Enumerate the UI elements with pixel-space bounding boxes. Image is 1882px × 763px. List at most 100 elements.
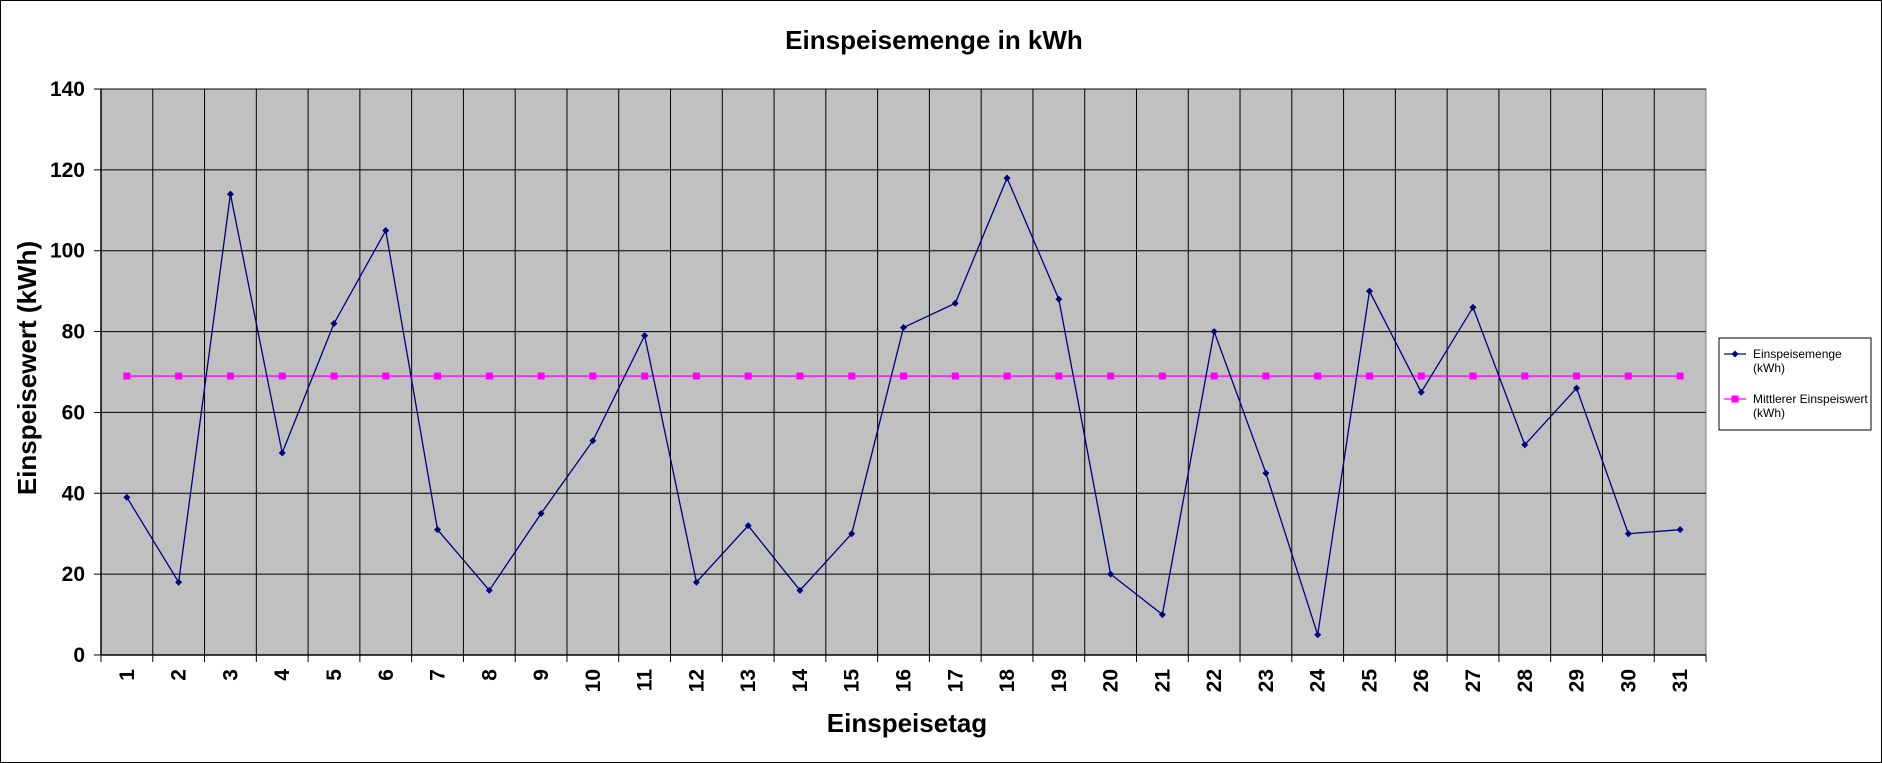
legend-item-feed-in: Einspeisemenge(kWh) (1724, 347, 1842, 375)
data-point-mean (485, 372, 493, 380)
x-tick-label: 25 (1358, 669, 1381, 693)
data-point-feed-in (1003, 174, 1011, 182)
data-point-mean (744, 372, 752, 380)
data-point-mean (226, 372, 234, 380)
data-point-feed-in (1314, 631, 1322, 639)
data-point-feed-in (848, 530, 856, 538)
x-tick-label: 10 (582, 669, 605, 692)
data-point-mean (641, 372, 649, 380)
x-tick-label: 31 (1669, 669, 1692, 693)
data-point-feed-in (796, 586, 804, 594)
series-feed-in (123, 174, 1684, 639)
x-tick-label: 28 (1514, 669, 1537, 693)
legend-marker-mean (1731, 395, 1739, 403)
x-tick-label: 8 (478, 669, 501, 681)
data-point-mean (537, 372, 545, 380)
x-tick-label: 23 (1255, 669, 1278, 692)
data-point-feed-in (692, 578, 700, 586)
data-point-feed-in (900, 324, 907, 332)
data-point-mean (1417, 372, 1425, 380)
legend-item-mean: Mittlerer Einspeiswert(kWh) (1724, 392, 1868, 420)
data-point-feed-in (123, 493, 131, 501)
legend-box (1718, 337, 1872, 431)
data-point-mean (692, 372, 700, 380)
y-tick-label: 140 (50, 78, 85, 101)
data-point-mean (1676, 372, 1684, 380)
data-point-feed-in (175, 578, 183, 586)
data-point-mean (175, 372, 183, 380)
x-tick-label: 19 (1048, 669, 1071, 692)
x-tick-label: 4 (271, 669, 294, 681)
data-point-mean (1573, 372, 1581, 380)
y-axis-title: Einspeisewert (kWh) (12, 241, 42, 495)
legend-label-mean: (kWh) (1753, 406, 1785, 420)
data-point-feed-in (1210, 328, 1218, 336)
legend-label-feed-in: (kWh) (1753, 361, 1785, 375)
data-point-feed-in (1676, 526, 1684, 534)
x-tick-label: 16 (893, 669, 916, 692)
x-tick-label: 12 (685, 669, 708, 692)
plot-area (100, 88, 1707, 656)
data-point-feed-in (434, 526, 442, 534)
legend-label-feed-in: Einspeisemenge (1753, 347, 1842, 361)
axes (94, 88, 1707, 662)
series-mean (123, 372, 1684, 380)
x-tick-label: 30 (1617, 669, 1640, 692)
x-axis-title: Einspeisetag (827, 708, 987, 738)
x-tick-label: 11 (634, 669, 657, 692)
data-point-mean (1624, 372, 1632, 380)
x-tick-label: 15 (841, 669, 864, 693)
y-tick-label: 40 (62, 482, 85, 505)
chart-title: Einspeisemenge in kWh (785, 25, 1083, 55)
data-point-mean (1107, 372, 1115, 380)
data-point-mean (434, 372, 442, 380)
data-point-mean (951, 372, 959, 380)
data-point-feed-in (1365, 287, 1373, 295)
x-tick-label: 5 (323, 669, 346, 681)
data-point-feed-in (1573, 384, 1581, 392)
x-tick-label: 13 (737, 669, 760, 692)
x-tick-label: 3 (219, 669, 242, 681)
data-point-mean (123, 372, 131, 380)
data-point-mean (1158, 372, 1166, 380)
data-point-mean (900, 372, 907, 380)
data-point-mean (1469, 372, 1477, 380)
data-point-feed-in (278, 449, 286, 457)
data-point-mean (1314, 372, 1322, 380)
data-point-feed-in (1158, 611, 1166, 619)
data-point-mean (278, 372, 286, 380)
data-point-feed-in (226, 190, 234, 198)
data-point-mean (382, 372, 390, 380)
data-point-feed-in (1624, 530, 1632, 538)
y-tick-label: 0 (73, 644, 85, 667)
legend: Einspeisemenge(kWh)Mittlerer Einspeiswer… (1718, 337, 1872, 431)
x-tick-label: 29 (1566, 669, 1589, 692)
x-tick-label: 26 (1410, 669, 1433, 692)
legend-label-mean: Mittlerer Einspeiswert (1753, 392, 1868, 406)
x-tick-label: 24 (1307, 669, 1330, 693)
data-point-mean (1003, 372, 1011, 380)
y-tick-label: 100 (50, 240, 85, 263)
x-tick-label: 21 (1151, 669, 1174, 693)
data-point-feed-in (330, 319, 338, 327)
y-tick-label: 20 (62, 563, 85, 586)
data-point-feed-in (1417, 388, 1425, 396)
x-tick-label: 1 (116, 669, 139, 681)
data-point-mean (1055, 372, 1063, 380)
data-point-mean (796, 372, 804, 380)
x-tick-label: 20 (1100, 669, 1123, 692)
x-tick-label: 7 (427, 669, 450, 681)
data-point-feed-in (1521, 441, 1529, 449)
data-point-feed-in (485, 586, 493, 594)
data-point-feed-in (1107, 570, 1115, 578)
legend-marker-feed-in (1731, 350, 1739, 358)
data-point-feed-in (589, 437, 597, 445)
data-point-mean (589, 372, 597, 380)
data-point-mean (1210, 372, 1218, 380)
x-tick-label: 27 (1462, 669, 1485, 692)
data-point-feed-in (951, 299, 959, 307)
data-point-mean (1521, 372, 1529, 380)
data-point-feed-in (1469, 303, 1477, 311)
x-tick-label: 14 (789, 669, 812, 693)
